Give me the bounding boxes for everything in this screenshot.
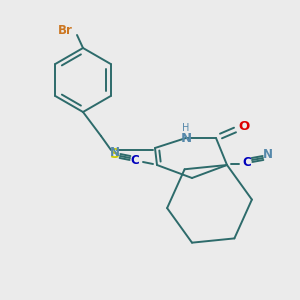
Text: Br: Br (58, 23, 72, 37)
Text: N: N (180, 131, 192, 145)
Text: C: C (243, 155, 251, 169)
Text: H: H (182, 123, 190, 133)
Text: N: N (110, 146, 120, 158)
Text: S: S (110, 147, 120, 161)
Text: N: N (263, 148, 273, 160)
Text: O: O (238, 119, 250, 133)
Text: C: C (130, 154, 140, 166)
